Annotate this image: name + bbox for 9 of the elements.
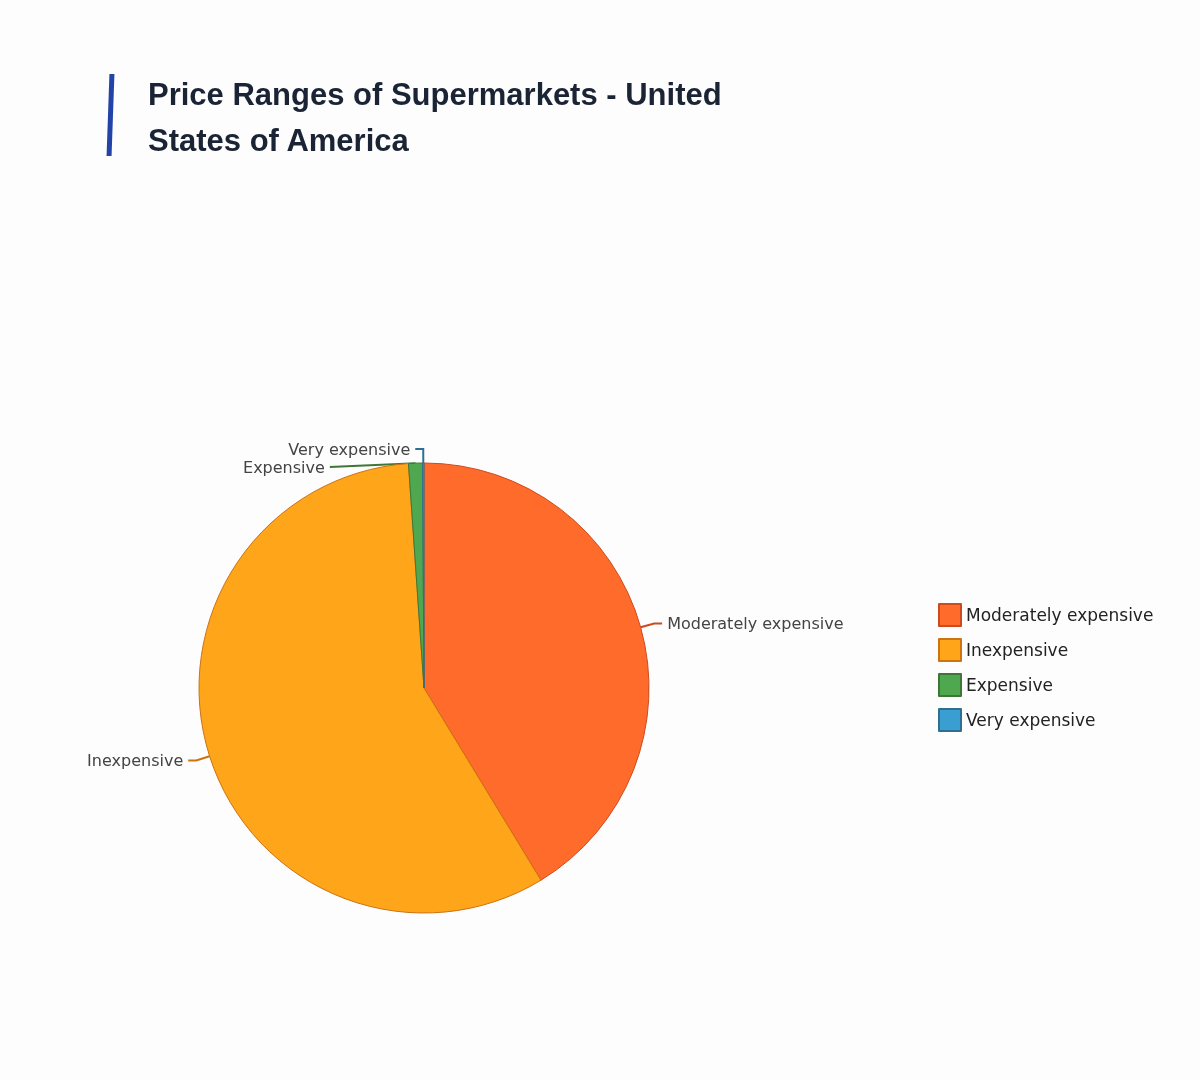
legend-label: Inexpensive — [966, 640, 1069, 660]
slice-label: Expensive — [243, 457, 325, 477]
legend-label: Very expensive — [966, 710, 1096, 730]
legend-label: Moderately expensive — [966, 605, 1154, 625]
legend-label: Expensive — [966, 675, 1053, 695]
slice-label: Very expensive — [288, 439, 411, 459]
slice-label: Moderately expensive — [667, 613, 844, 633]
chart-title: Price Ranges of Supermarkets - United States of America — [148, 76, 723, 160]
slice-label: Inexpensive — [87, 750, 184, 770]
